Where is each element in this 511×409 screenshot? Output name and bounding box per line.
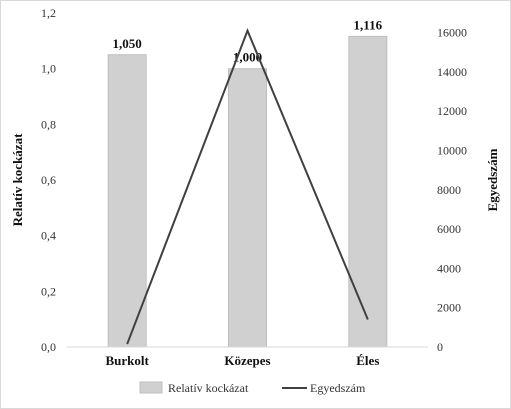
y2-tick-label: 8000 bbox=[437, 183, 461, 197]
bar bbox=[348, 35, 388, 348]
y2-tick-label: 2000 bbox=[437, 301, 461, 315]
legend-label-bar: Relatív kockázat bbox=[168, 381, 249, 395]
y-tick-label: 0,2 bbox=[41, 284, 56, 298]
y2-tick-label: 14000 bbox=[437, 65, 467, 79]
y2-axis-title: Egyedszám bbox=[485, 148, 500, 211]
y2-tick-label: 16000 bbox=[437, 26, 467, 40]
left-axis-ticks: 0,0 0,2 0,4 0,6 0,8 1,0 1,2 bbox=[41, 6, 56, 354]
y2-tick-label: 0 bbox=[437, 340, 443, 354]
bar-series bbox=[107, 35, 388, 348]
line-series bbox=[126, 27, 369, 345]
legend-swatch-bar bbox=[139, 381, 163, 394]
bar bbox=[228, 68, 267, 348]
y-tick-label: 0,8 bbox=[41, 117, 56, 131]
legend-label-line: Egyedszám bbox=[310, 381, 366, 395]
y-tick-label: 1,0 bbox=[41, 62, 56, 76]
y2-tick-label: 10000 bbox=[437, 144, 467, 158]
y-tick-label: 1,2 bbox=[41, 6, 56, 20]
category-labels: Burkolt Közepes Éles bbox=[105, 353, 379, 368]
y-axis-title: Relatív kockázat bbox=[10, 133, 25, 226]
y-tick-label: 0,6 bbox=[41, 173, 56, 187]
bar-data-label: 1,116 bbox=[354, 17, 383, 32]
y2-tick-label: 4000 bbox=[437, 261, 461, 275]
legend: Relatív kockázat Egyedszám bbox=[139, 381, 366, 395]
x-category-label: Burkolt bbox=[105, 353, 149, 368]
x-category-label: Közepes bbox=[224, 353, 270, 368]
bar bbox=[107, 54, 147, 348]
bar-data-labels: 1,050 1,000 1,116 bbox=[113, 17, 383, 64]
y-tick-label: 0,0 bbox=[41, 340, 56, 354]
y2-tick-label: 6000 bbox=[437, 222, 461, 236]
bar-data-label: 1,050 bbox=[113, 36, 142, 51]
y2-tick-label: 12000 bbox=[437, 104, 467, 118]
x-category-label: Éles bbox=[356, 353, 379, 368]
right-axis-ticks: 0 2000 4000 6000 8000 10000 12000 14000 16000 bbox=[437, 26, 467, 354]
y-tick-label: 0,4 bbox=[41, 229, 56, 243]
bar-data-label: 1,000 bbox=[233, 50, 262, 65]
